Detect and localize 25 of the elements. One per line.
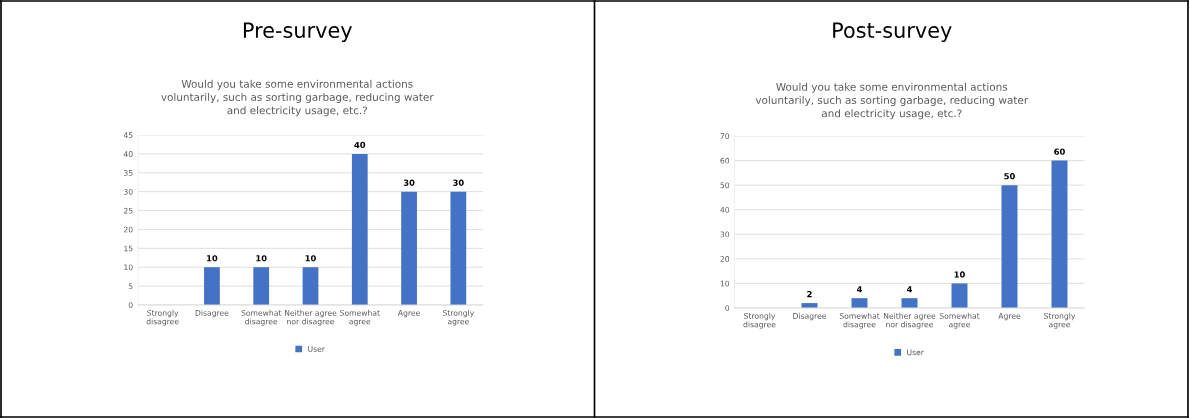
data-label: 40: [354, 141, 366, 149]
bar: [351, 153, 368, 305]
bar: [951, 283, 968, 308]
data-label: 10: [954, 271, 965, 278]
data-label: 10: [207, 255, 218, 262]
bar: [1051, 160, 1068, 308]
data-label: 10: [256, 255, 267, 262]
chart-title: Pre-survey: [243, 22, 352, 43]
data-label: 10: [305, 255, 316, 262]
chart-subtitle: Would you take some environmental actions voluntarily, such as sorting garbage, reducing water and electricity usage, etc.?: [161, 79, 434, 117]
data-label: 50: [1004, 173, 1015, 180]
chart-subtitle: Would you take some environmental actions voluntarily, such as sorting garbage, reducing water and electricity usage, etc.?: [755, 82, 1029, 120]
bar: [302, 267, 319, 305]
data-label: 60: [1054, 148, 1065, 155]
data-label: 2: [807, 291, 812, 298]
bar: [253, 267, 270, 305]
chart-title: Post-survey: [833, 22, 952, 43]
bar: [450, 191, 467, 305]
data-label: 4: [856, 286, 863, 293]
data-label: 30: [453, 179, 464, 186]
bar: [204, 267, 220, 305]
data-label: 30: [403, 179, 415, 186]
bar: [401, 191, 417, 305]
bar: [1001, 185, 1018, 308]
data-label: 4: [906, 286, 913, 293]
